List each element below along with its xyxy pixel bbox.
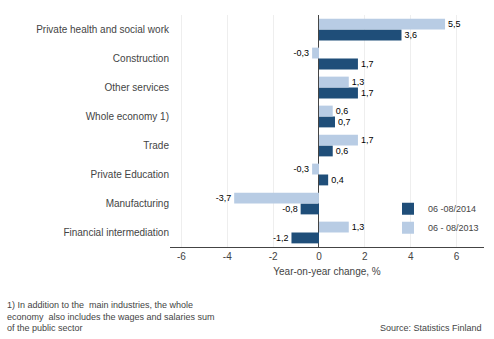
svg-text:0: 0 bbox=[316, 251, 322, 262]
svg-text:1,7: 1,7 bbox=[361, 59, 374, 69]
svg-text:6: 6 bbox=[454, 251, 460, 262]
svg-text:-4: -4 bbox=[223, 251, 232, 262]
svg-text:-1,2: -1,2 bbox=[273, 233, 289, 243]
svg-text:1,7: 1,7 bbox=[361, 88, 374, 98]
svg-text:-2: -2 bbox=[269, 251, 278, 262]
svg-text:4: 4 bbox=[408, 251, 414, 262]
svg-text:0,7: 0,7 bbox=[338, 117, 351, 127]
svg-text:0,4: 0,4 bbox=[331, 175, 344, 185]
svg-text:2: 2 bbox=[362, 251, 368, 262]
svg-text:1,3: 1,3 bbox=[352, 77, 365, 87]
svg-text:-0,3: -0,3 bbox=[294, 48, 310, 58]
svg-text:-6: -6 bbox=[177, 251, 186, 262]
svg-text:Source: Statistics Finland: Source: Statistics Finland bbox=[380, 323, 482, 333]
svg-text:Construction: Construction bbox=[113, 53, 169, 64]
svg-text:3,6: 3,6 bbox=[404, 30, 417, 40]
svg-text:Manufacturing: Manufacturing bbox=[106, 198, 169, 209]
svg-text:Other services: Other services bbox=[105, 82, 169, 93]
svg-text:-0,3: -0,3 bbox=[294, 164, 310, 174]
svg-text:Whole economy 1): Whole economy 1) bbox=[86, 111, 169, 122]
svg-text:Private Education: Private Education bbox=[91, 169, 169, 180]
svg-text:0,6: 0,6 bbox=[336, 106, 349, 116]
svg-text:1,7: 1,7 bbox=[361, 135, 374, 145]
svg-text:1,3: 1,3 bbox=[352, 222, 365, 232]
svg-text:0,6: 0,6 bbox=[336, 146, 349, 156]
svg-text:Private health and social work: Private health and social work bbox=[36, 24, 170, 35]
svg-text:1) In addition to the main in: 1) In addition to the main industries, t… bbox=[7, 300, 215, 333]
svg-text:-0,8: -0,8 bbox=[282, 204, 298, 214]
svg-text:Trade: Trade bbox=[143, 140, 169, 151]
svg-text:5,5: 5,5 bbox=[448, 19, 461, 29]
svg-text:Year-on-year change, %: Year-on-year change, % bbox=[273, 266, 381, 277]
svg-text:06 - 08/2013: 06 - 08/2013 bbox=[428, 223, 479, 233]
svg-text:-3,7: -3,7 bbox=[216, 193, 232, 203]
svg-text:06 -08/2014: 06 -08/2014 bbox=[428, 204, 476, 214]
svg-text:Financial intermediation: Financial intermediation bbox=[63, 227, 169, 238]
